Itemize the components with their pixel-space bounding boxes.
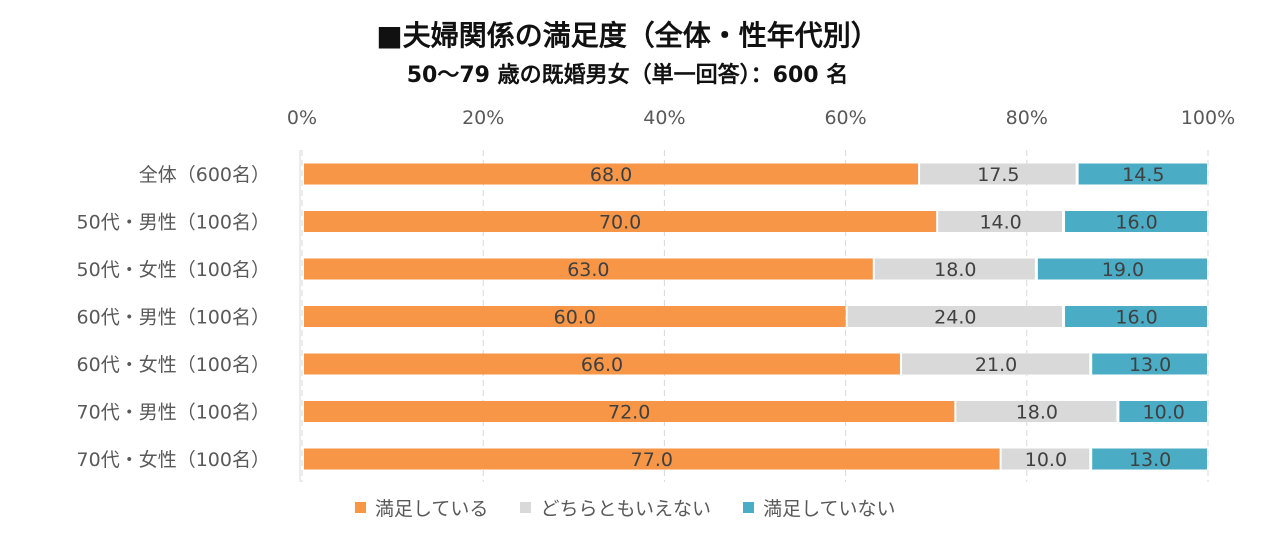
legend-item: どちらともいえない [520, 494, 711, 521]
data-label: 17.5 [977, 164, 1019, 186]
bar-segment [956, 401, 1117, 422]
legend-item: 満足している [355, 494, 488, 521]
chart-subtitle: 50～79 歳の既婚男女（単一回答）：600 名 [406, 63, 849, 88]
legend-swatch [520, 502, 532, 513]
data-label: 10.0 [1143, 402, 1185, 424]
data-label: 60.0 [554, 307, 596, 329]
legend-label: どちらともいえない [540, 498, 712, 520]
data-label: 13.0 [1129, 449, 1171, 471]
x-tick-label: 60% [824, 107, 866, 129]
chart-title: ■夫婦関係の満足度（全体・性年代別） [376, 19, 879, 52]
bar-segment [304, 258, 873, 280]
data-label: 14.0 [979, 212, 1021, 234]
legend-label: 満足している [375, 498, 489, 520]
data-label: 68.0 [590, 164, 632, 186]
x-tick-label: 80% [1006, 107, 1048, 129]
bar-segment [304, 353, 900, 375]
category-label: 50代・女性（100名） [77, 259, 270, 281]
bar-segment [1092, 353, 1207, 375]
legend-swatch [355, 502, 366, 513]
bar-segment [1119, 401, 1207, 422]
x-tick-label: 100% [1181, 107, 1235, 129]
category-label: 60代・女性（100名） [77, 354, 270, 376]
bar-segment [304, 306, 846, 327]
data-label: 77.0 [631, 449, 673, 471]
bar-segment [1078, 163, 1207, 185]
data-label: 63.0 [567, 259, 609, 281]
stacked-bar-chart: 0% 20% 40% 60% 80% 100% 全体（600名） 68.0 17.5 14.5 50… [77, 107, 1235, 482]
category-label: 70代・男性（100名） [77, 402, 270, 424]
data-label: 16.0 [1115, 307, 1157, 329]
bar-segment [1065, 306, 1207, 327]
bar-segment [1001, 448, 1090, 470]
category-label: 全体（600名） [139, 164, 270, 186]
data-label: 24.0 [934, 307, 976, 329]
category-label: 50代・男性（100名） [77, 212, 270, 234]
data-label: 13.0 [1129, 354, 1171, 376]
bar-segment [901, 353, 1090, 375]
data-label: 21.0 [975, 354, 1017, 376]
data-label: 16.0 [1115, 212, 1157, 234]
chart-legend: 満足している どちらともいえない 満足していない [355, 494, 928, 521]
x-tick-label: 20% [462, 107, 504, 129]
bar-segment [304, 163, 919, 185]
bar-segment [1037, 258, 1207, 280]
bar-segment [304, 448, 1000, 470]
data-label: 14.5 [1122, 164, 1164, 186]
data-label: 72.0 [608, 402, 650, 424]
bar-segment [1092, 448, 1207, 470]
legend-label: 満足していない [763, 498, 896, 520]
x-tick-label: 40% [643, 107, 685, 129]
x-tick-label: 0% [287, 107, 317, 129]
data-label: 18.0 [934, 259, 976, 281]
category-label: 60代・男性（100名） [77, 307, 270, 329]
bar-segment [847, 306, 1063, 327]
category-label: 70代・女性（100名） [77, 449, 270, 471]
data-label: 19.0 [1102, 259, 1144, 281]
legend-swatch [743, 502, 755, 513]
legend-item: 満足していない [743, 494, 896, 521]
data-label: 70.0 [599, 212, 641, 234]
bar-segment [938, 211, 1063, 232]
bar-segment [304, 211, 937, 232]
data-label: 66.0 [581, 354, 623, 376]
data-label: 10.0 [1025, 449, 1067, 471]
bar-segment [920, 163, 1076, 185]
bar-segment [1065, 211, 1207, 232]
data-label: 18.0 [1016, 402, 1058, 424]
bar-segment [304, 401, 955, 422]
bar-segment [874, 258, 1035, 280]
